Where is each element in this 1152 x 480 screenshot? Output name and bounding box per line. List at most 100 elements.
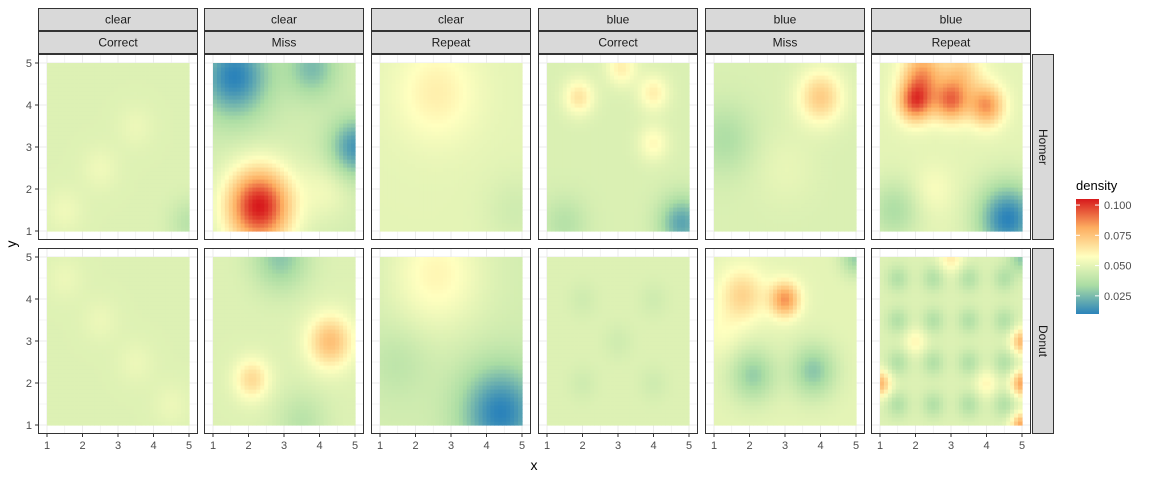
density-cell [256, 195, 261, 200]
density-cell [90, 83, 95, 88]
density-cell [47, 131, 52, 136]
density-cell [474, 187, 480, 192]
density-cell [570, 71, 576, 76]
density-cell [86, 123, 91, 128]
density-cell [268, 111, 273, 116]
density-cell [272, 87, 277, 92]
density-cell [415, 219, 421, 224]
density-cell [331, 131, 336, 136]
density-cell [256, 171, 261, 176]
density-cell [213, 159, 218, 164]
density-cell [129, 199, 135, 204]
density-cell [47, 223, 52, 228]
density-cell [399, 91, 405, 96]
density-cell [153, 215, 159, 220]
density-cell [351, 87, 356, 92]
density-cell [474, 163, 480, 168]
density-cell [466, 183, 472, 188]
density-cell [129, 75, 135, 80]
density-cell [216, 167, 222, 172]
density-cell [252, 203, 257, 208]
density-cell [74, 119, 80, 124]
density-cell [66, 127, 72, 132]
density-cell [423, 199, 428, 204]
density-cell [311, 107, 317, 112]
density-cell [125, 131, 131, 136]
density-cell [458, 143, 464, 148]
density-cell [244, 155, 250, 160]
density-cell [331, 87, 336, 92]
density-cell [431, 131, 436, 136]
density-cell [351, 203, 356, 208]
density-cell [327, 191, 332, 196]
density-cell [570, 183, 576, 188]
density-cell [307, 199, 313, 204]
density-cell [550, 139, 556, 144]
density-cell [220, 107, 226, 112]
density-cell [554, 199, 560, 204]
density-cell [307, 227, 313, 232]
density-cell [343, 63, 348, 68]
density-cell [70, 135, 76, 140]
density-cell [228, 91, 234, 96]
density-cell [307, 191, 313, 196]
density-cell [236, 151, 242, 156]
density-cell [161, 91, 166, 96]
density-cell [94, 119, 99, 124]
density-cell [554, 195, 560, 200]
density-cell [177, 155, 182, 160]
density-cell [264, 83, 269, 88]
density-cell [149, 115, 155, 120]
density-cell [407, 159, 413, 164]
density-cell [102, 139, 107, 144]
density-cell [415, 83, 421, 88]
density-cell [550, 103, 556, 108]
density-cell [335, 139, 340, 144]
density-cell [439, 99, 444, 104]
density-cell [399, 155, 405, 160]
density-cell [518, 203, 523, 208]
density-cell [268, 83, 273, 88]
density-cell [114, 159, 119, 164]
density-cell [454, 171, 460, 176]
density-cell [343, 171, 348, 176]
density-cell [474, 215, 480, 220]
density-cell [478, 79, 484, 84]
density-cell [70, 71, 76, 76]
density-cell [431, 71, 436, 76]
density-cell [482, 159, 488, 164]
density-cell [303, 95, 309, 100]
density-cell [431, 103, 436, 108]
density-cell [558, 111, 564, 116]
density-cell [268, 167, 273, 172]
density-cell [462, 191, 468, 196]
density-cell [478, 219, 484, 224]
density-cell [248, 159, 254, 164]
density-cell [423, 107, 428, 112]
density-cell [486, 123, 492, 128]
density-cell [566, 83, 572, 88]
density-cell [220, 203, 226, 208]
density-cell [121, 75, 127, 80]
density-cell [506, 143, 511, 148]
density-cell [439, 87, 444, 92]
density-cell [177, 103, 182, 108]
density-cell [86, 215, 91, 220]
density-cell [554, 215, 560, 220]
density-cell [339, 227, 344, 232]
density-cell [236, 143, 242, 148]
density-cell [407, 83, 413, 88]
density-cell [351, 187, 356, 192]
density-cell [248, 111, 254, 116]
density-cell [74, 163, 80, 168]
density-cell [291, 151, 297, 156]
density-cell [291, 119, 297, 124]
density-cell [291, 175, 297, 180]
density-cell [399, 139, 405, 144]
density-cell [98, 99, 103, 104]
density-cell [256, 131, 261, 136]
density-cell [419, 147, 424, 152]
density-cell [547, 139, 552, 144]
density-cell [315, 171, 321, 176]
density-cell [415, 191, 421, 196]
